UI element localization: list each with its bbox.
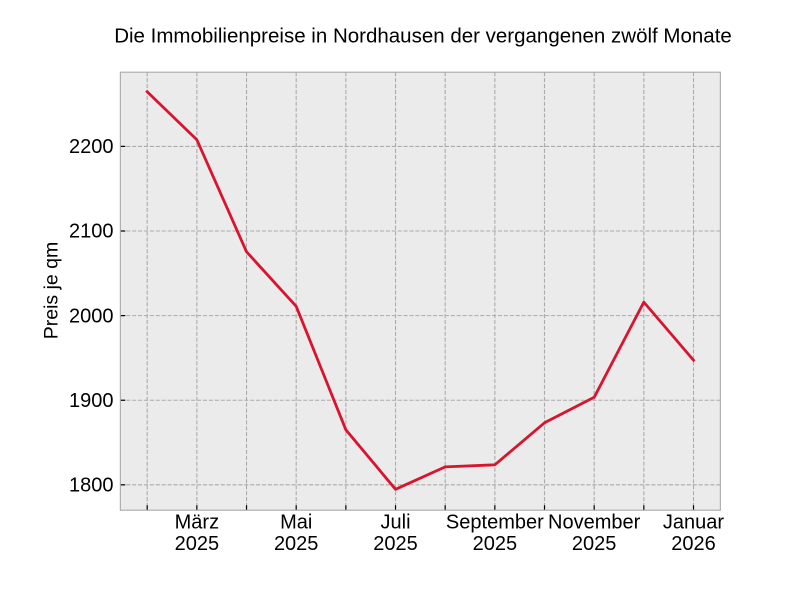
svg-text:2025: 2025 <box>373 533 418 555</box>
svg-text:2026: 2026 <box>671 533 716 555</box>
svg-text:März: März <box>175 512 219 534</box>
svg-text:2025: 2025 <box>473 533 518 555</box>
svg-text:November: November <box>548 512 641 534</box>
svg-text:1800: 1800 <box>69 475 114 497</box>
svg-text:Mai: Mai <box>280 512 312 534</box>
svg-text:Die Immobilienpreise in Nordha: Die Immobilienpreise in Nordhausen der v… <box>114 25 732 48</box>
svg-text:Preis je qm: Preis je qm <box>41 242 63 340</box>
svg-text:Juli: Juli <box>381 512 411 534</box>
svg-text:2000: 2000 <box>69 305 114 327</box>
svg-text:September: September <box>446 512 544 534</box>
svg-text:2200: 2200 <box>69 136 114 158</box>
svg-text:2025: 2025 <box>274 533 319 555</box>
svg-text:2100: 2100 <box>69 221 114 243</box>
svg-text:Januar: Januar <box>663 512 724 534</box>
svg-text:2025: 2025 <box>572 533 617 555</box>
svg-text:2025: 2025 <box>175 533 220 555</box>
svg-text:1900: 1900 <box>69 390 114 412</box>
